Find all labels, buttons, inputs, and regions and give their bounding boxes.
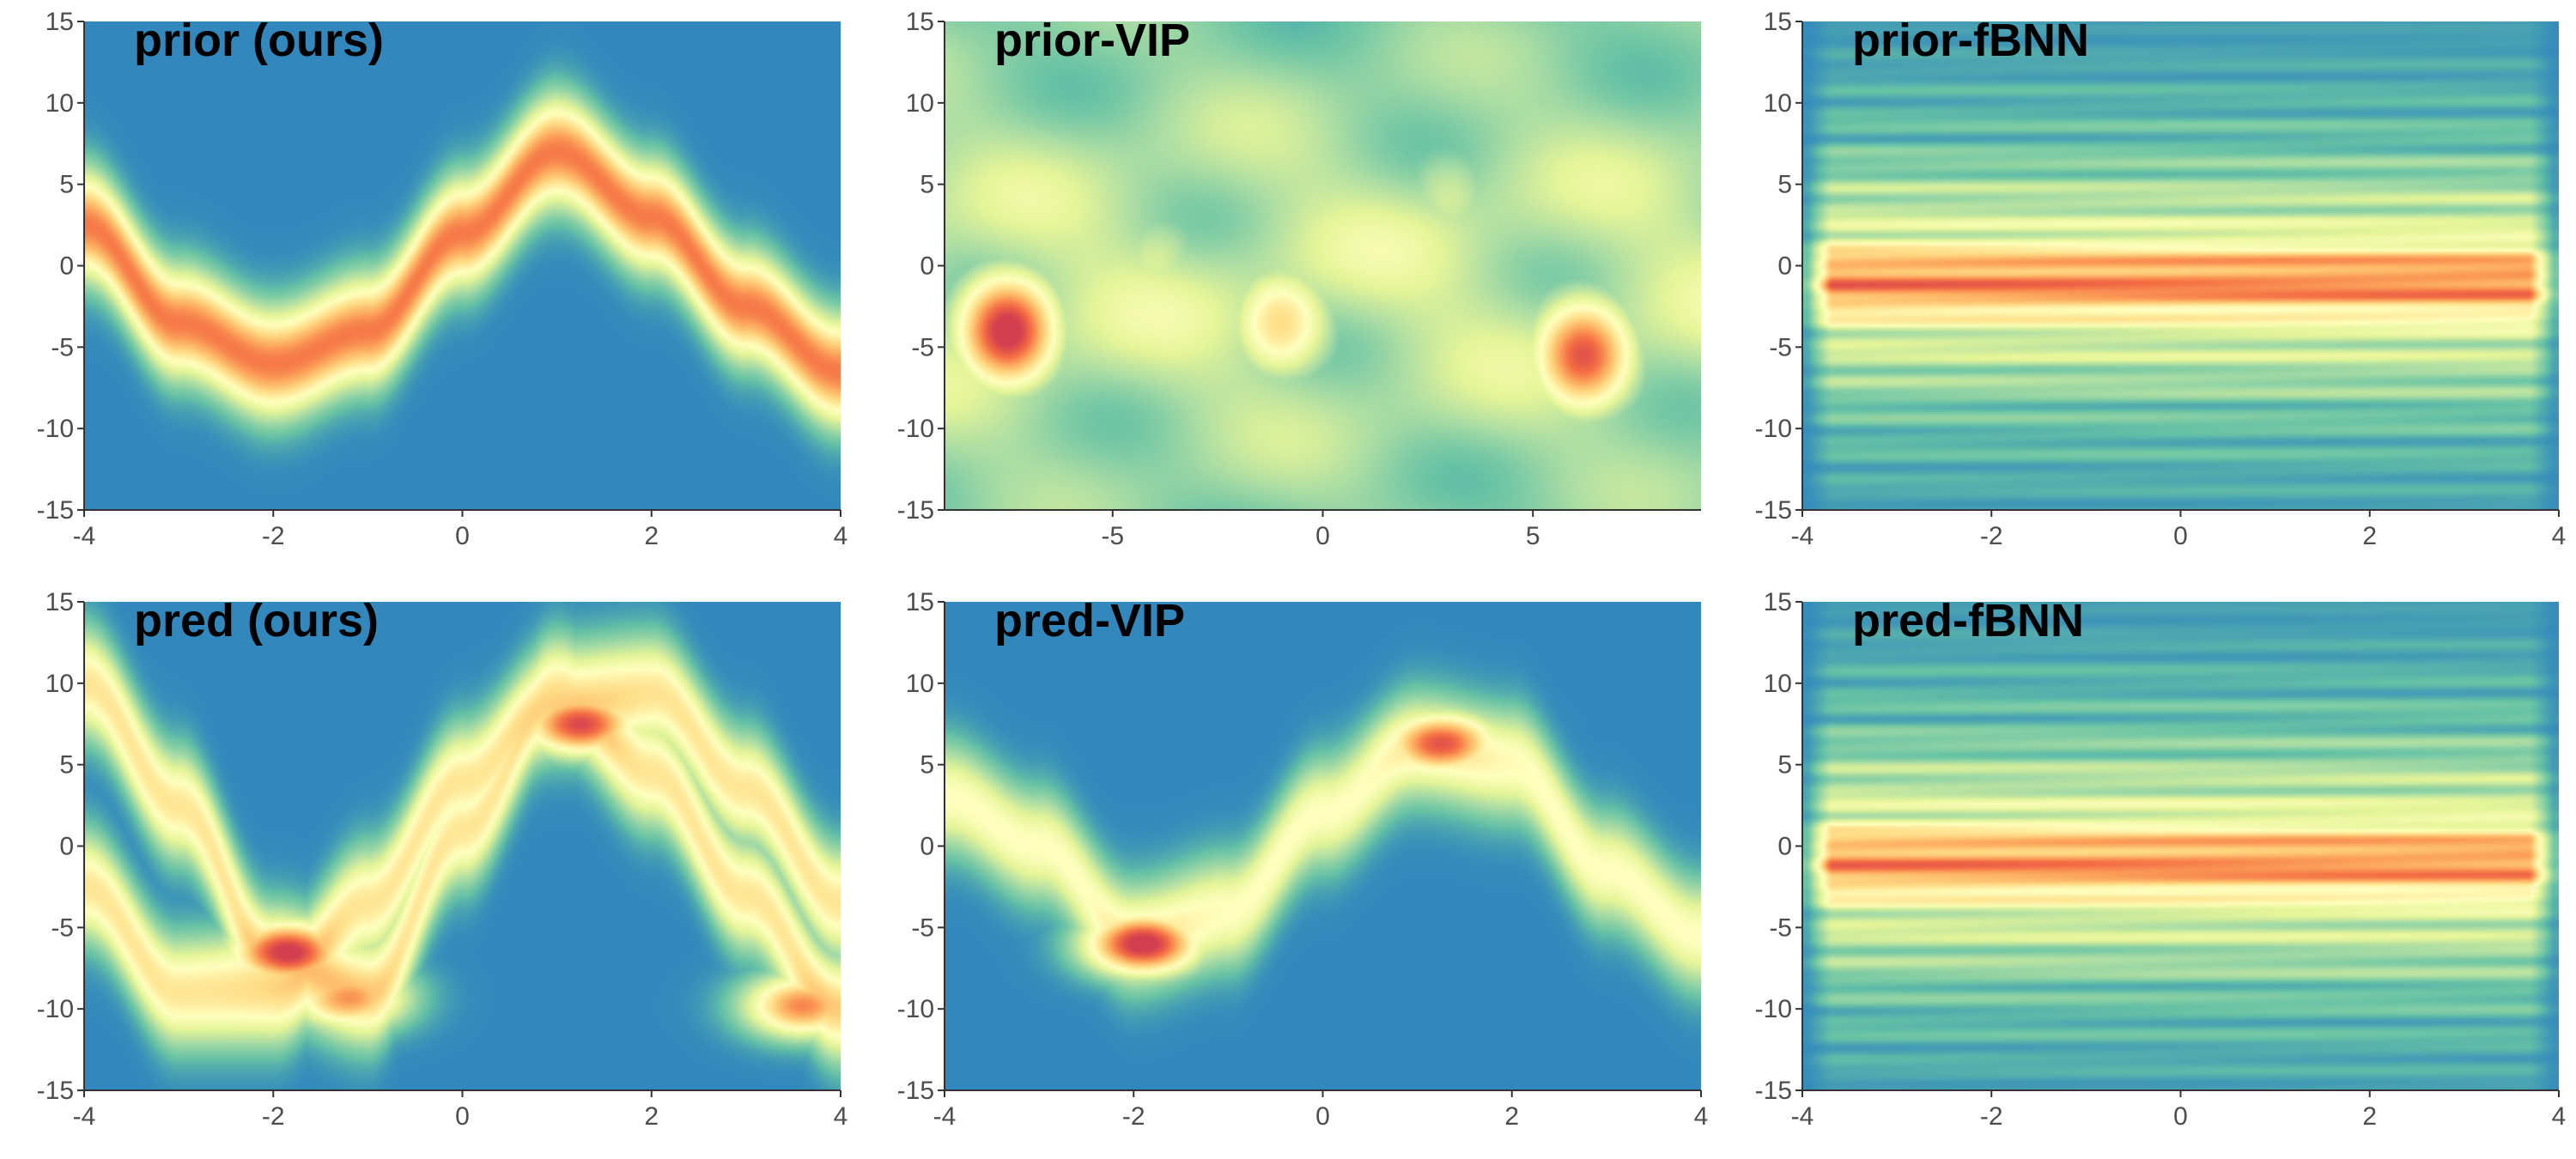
heatmap-image	[1802, 21, 2559, 510]
y-tick-label: 0	[59, 252, 74, 281]
x-tick-label: 4	[834, 1102, 848, 1131]
x-tick-label: -4	[73, 1102, 96, 1131]
x-tick-label: 4	[2552, 522, 2567, 550]
y-tick-label: 5	[1777, 751, 1792, 780]
y-tick-label: -10	[897, 415, 934, 443]
panel-title: prior-fBNN	[1852, 15, 2089, 66]
y-tick-label: -15	[1755, 1077, 1792, 1105]
y-tick-label: 15	[906, 588, 934, 616]
x-tick-label: 4	[2552, 1102, 2567, 1131]
y-tick-label: 0	[1777, 833, 1792, 861]
x-tick-label: -2	[262, 522, 285, 550]
y-tick-label: -10	[897, 995, 934, 1023]
x-tick-label: 5	[1526, 522, 1540, 550]
x-tick-label: 0	[2173, 522, 2188, 550]
y-tick-label: -15	[37, 496, 74, 525]
x-tick-label: -2	[1980, 1102, 2003, 1131]
y-tick-label: 15	[1764, 8, 1792, 36]
panel-3: -15 -10 -5 0 5 10 15 -4 -2 0 2 4 prior-fBNN	[1755, 8, 2567, 550]
y-tick-label: 5	[1777, 171, 1792, 199]
y-tick-label: -15	[897, 496, 934, 525]
y-tick-label: 0	[920, 833, 934, 861]
panel-1: -15 -10 -5 0 5 10 15 -4 -2 0 2 4 prior (ours)	[37, 8, 848, 550]
x-tick-label: -5	[1101, 522, 1124, 550]
heatmap-image	[84, 602, 841, 1090]
x-tick-label: 2	[644, 1102, 659, 1131]
y-tick-label: -5	[1769, 333, 1792, 361]
x-tick-label: 0	[1315, 1102, 1330, 1131]
y-tick-label: -5	[1769, 913, 1792, 942]
x-tick-label: 4	[1694, 1102, 1709, 1131]
x-tick-label: -2	[1122, 1102, 1145, 1131]
y-tick-label: 5	[920, 171, 934, 199]
y-tick-label: -10	[1755, 415, 1792, 443]
x-tick-label: -2	[1980, 522, 2003, 550]
y-tick-label: 5	[920, 751, 934, 780]
panel-5: -15 -10 -5 0 5 10 15 -4 -2 0 2 4 pred-VIP	[897, 588, 1709, 1131]
x-tick-label: -2	[262, 1102, 285, 1131]
x-tick-label: -4	[933, 1102, 957, 1131]
y-tick-label: 5	[59, 751, 74, 780]
y-tick-label: 5	[59, 171, 74, 199]
x-tick-label: 2	[2362, 1102, 2377, 1131]
panel-title: prior-VIP	[994, 15, 1190, 66]
x-tick-label: 0	[2173, 1102, 2188, 1131]
y-tick-label: -15	[37, 1077, 74, 1105]
x-tick-label: 0	[455, 1102, 470, 1131]
x-tick-label: 0	[455, 522, 470, 550]
y-tick-label: -5	[911, 333, 934, 361]
y-tick-label: 10	[1764, 670, 1792, 698]
y-tick-label: 10	[46, 89, 74, 118]
y-tick-label: 15	[1764, 588, 1792, 616]
x-tick-label: -4	[1791, 1102, 1814, 1131]
panel-6: -15 -10 -5 0 5 10 15 -4 -2 0 2 4 pred-fBNN	[1755, 588, 2567, 1131]
x-tick-label: 2	[2362, 522, 2377, 550]
y-tick-label: -10	[37, 995, 74, 1023]
y-tick-label: -15	[897, 1077, 934, 1105]
y-tick-label: -5	[51, 333, 74, 361]
y-tick-label: 0	[920, 252, 934, 281]
y-tick-label: 10	[906, 89, 934, 118]
y-tick-label: 0	[59, 833, 74, 861]
x-tick-label: 2	[644, 522, 659, 550]
y-tick-label: 10	[46, 670, 74, 698]
y-tick-label: 15	[906, 8, 934, 36]
heatmap-image	[1802, 602, 2559, 1090]
x-tick-label: -4	[1791, 522, 1814, 550]
heatmap-image	[945, 602, 1701, 1090]
x-tick-label: 2	[1504, 1102, 1519, 1131]
panel-title: pred-fBNN	[1852, 595, 2084, 646]
heatmap-image	[945, 21, 1701, 510]
panel-2: -15 -10 -5 0 5 10 15 -5 0 5 prior-VIP	[897, 8, 1701, 550]
x-tick-label: -4	[73, 522, 96, 550]
y-tick-label: 15	[46, 588, 74, 616]
panel-title: prior (ours)	[134, 15, 384, 66]
y-tick-label: -10	[37, 415, 74, 443]
y-tick-label: 15	[46, 8, 74, 36]
y-tick-label: 0	[1777, 252, 1792, 281]
y-tick-label: -15	[1755, 496, 1792, 525]
x-tick-label: 0	[1315, 522, 1330, 550]
y-tick-label: 10	[906, 670, 934, 698]
y-tick-label: -5	[911, 913, 934, 942]
panel-4: -15 -10 -5 0 5 10 15 -4 -2 0 2 4 pred (ours)	[37, 588, 848, 1131]
y-tick-label: -5	[51, 913, 74, 942]
panel-title: pred (ours)	[134, 595, 379, 646]
panel-title: pred-VIP	[994, 595, 1185, 646]
y-tick-label: -10	[1755, 995, 1792, 1023]
heatmap-image	[84, 21, 841, 510]
y-tick-label: 10	[1764, 89, 1792, 118]
x-tick-label: 4	[834, 522, 848, 550]
